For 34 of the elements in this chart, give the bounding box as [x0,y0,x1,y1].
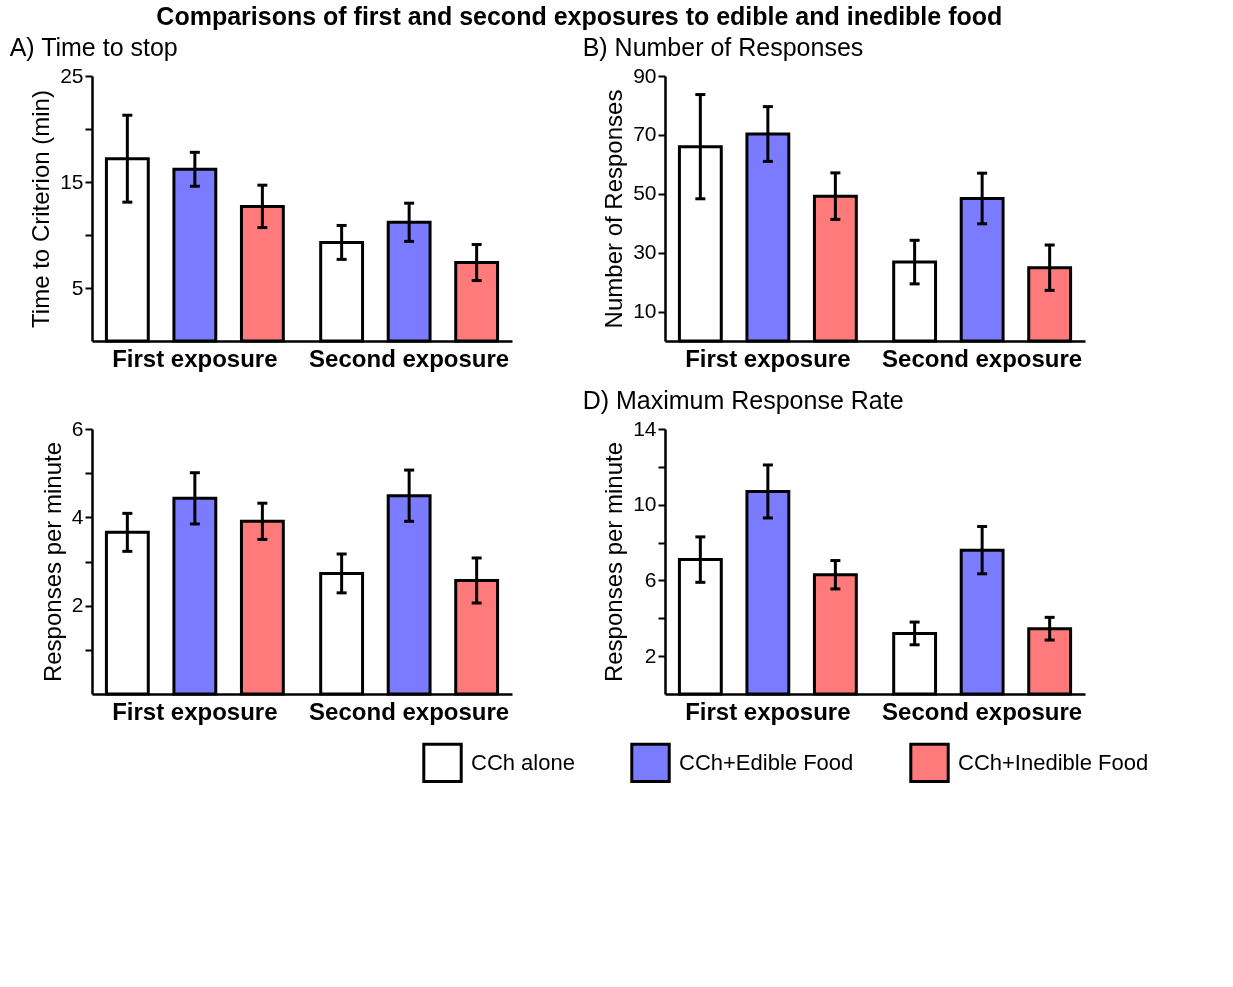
x-tick-label: First exposure [685,344,851,372]
y-tick-label: 14 [633,416,657,440]
y-tick-label: 2 [644,643,657,667]
x-tick-label: Second exposure [882,344,1083,372]
y-tick-label: 70 [633,122,657,146]
x-tick-label: Second exposure [309,697,510,725]
y-tick-label: 10 [633,492,657,516]
y-tick-label: 4 [71,504,84,528]
y-tick-label: 50 [633,181,657,205]
y-tick-label: 6 [71,416,84,440]
x-tick-label: Second exposure [882,697,1083,725]
x-tick-label: First exposure [685,697,851,725]
legend-label: CCh+Edible Food [679,749,854,775]
chart-subtitle: B) Number of Responses [582,33,864,61]
y-tick-label: 2 [71,593,84,617]
y-axis-title: Responses per minute [600,441,628,683]
x-tick-label: Second exposure [309,344,510,372]
y-tick-label: 6 [644,567,657,591]
y-axis-title: Number of Responses [600,89,628,329]
y-tick-label: 15 [60,169,84,193]
legend-label: CCh+Inedible Food [958,749,1149,775]
x-tick-label: First exposure [112,344,278,372]
x-tick-label: First exposure [112,697,278,725]
y-tick-label: 30 [633,240,657,264]
y-axis-title: Time to Criterion (min) [27,90,55,328]
y-tick-label: 25 [60,63,84,87]
chart-subtitle: D) Maximum Response Rate [582,386,904,414]
y-axis-title: Responses per minute [38,441,66,683]
legend-label: CCh alone [471,749,575,775]
text: Comparisons of first and second exposures to edible and inedible food [156,2,1003,30]
y-tick-label: 10 [633,299,657,323]
y-tick-label: 90 [633,63,657,87]
y-tick-label: 5 [71,275,84,299]
chart-subtitle: A) Time to stop [9,33,178,61]
